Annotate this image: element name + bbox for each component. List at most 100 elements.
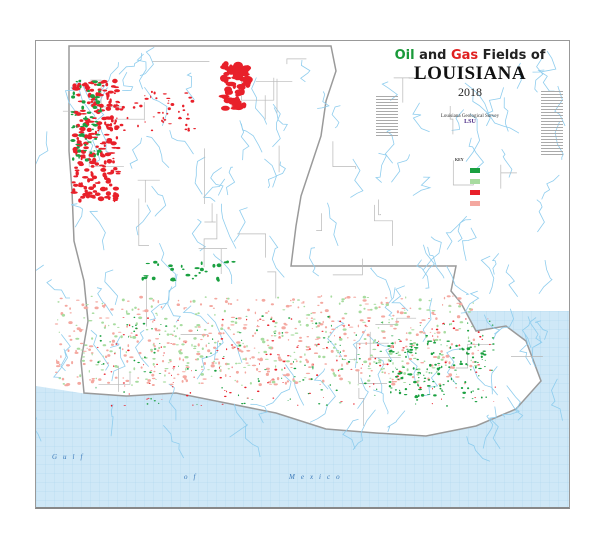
field-polygon: [116, 117, 118, 120]
field-polygon: [144, 356, 146, 359]
field-polygon: [128, 335, 129, 338]
river: [272, 103, 281, 148]
field-polygon: [231, 366, 233, 369]
field-polygon: [84, 168, 90, 172]
field-polygon: [242, 326, 247, 330]
river: [122, 72, 134, 91]
field-polygon: [153, 348, 157, 350]
field-polygon: [428, 372, 431, 374]
field-polygon: [378, 359, 382, 362]
field-polygon: [115, 193, 119, 198]
field-polygon: [241, 339, 243, 341]
field-polygon: [391, 380, 394, 383]
field-polygon: [121, 105, 125, 109]
field-polygon: [456, 315, 461, 319]
field-polygon: [114, 104, 120, 107]
field-polygon: [173, 330, 175, 332]
field-polygon: [102, 172, 107, 178]
field-polygon: [290, 367, 293, 368]
field-polygon: [110, 343, 114, 346]
field-polygon: [434, 338, 439, 342]
field-polygon: [83, 149, 87, 152]
field-polygon: [79, 84, 82, 89]
field-polygon: [294, 332, 299, 334]
river: [136, 53, 147, 90]
parish-boundary: [237, 233, 266, 258]
field-polygon: [322, 355, 326, 359]
field-polygon: [76, 299, 80, 301]
field-polygon: [272, 320, 275, 323]
field-polygon: [467, 329, 470, 332]
river: [501, 396, 520, 418]
field-polygon: [467, 340, 471, 342]
parish-boundary: [408, 77, 432, 79]
field-polygon: [289, 398, 291, 400]
field-polygon: [213, 346, 217, 349]
river: [36, 264, 44, 271]
field-polygon: [388, 385, 392, 388]
river: [468, 137, 485, 169]
field-polygon: [292, 380, 296, 382]
field-polygon: [472, 343, 476, 345]
field-polygon: [93, 154, 96, 158]
field-polygon: [406, 315, 411, 318]
field-polygon: [456, 302, 461, 304]
field-polygon: [91, 128, 94, 131]
field-polygon: [257, 319, 259, 322]
field-polygon: [182, 268, 185, 271]
field-polygon: [480, 352, 485, 355]
map-title-state: LOUISIANA: [413, 63, 527, 84]
field-polygon: [122, 377, 125, 379]
field-polygon: [284, 367, 286, 369]
field-polygon: [367, 368, 372, 370]
field-polygon: [292, 298, 295, 301]
field-polygon: [364, 325, 368, 328]
field-polygon: [399, 340, 402, 342]
field-polygon: [457, 297, 462, 300]
field-polygon: [172, 386, 174, 388]
field-polygon: [428, 340, 433, 342]
field-polygon: [287, 400, 289, 401]
river: [342, 418, 359, 449]
field-polygon: [409, 383, 411, 385]
field-polygon: [85, 193, 91, 199]
field-polygon: [434, 363, 437, 366]
field-polygon: [298, 380, 301, 383]
field-polygon: [298, 320, 301, 324]
field-polygon: [418, 377, 420, 379]
field-polygon: [200, 261, 203, 265]
gulf-label: of: [184, 473, 202, 481]
field-polygon: [122, 334, 125, 336]
field-polygon: [226, 348, 228, 351]
field-polygon: [426, 347, 430, 349]
field-polygon: [137, 124, 139, 128]
field-polygon: [206, 334, 209, 338]
field-polygon: [369, 354, 373, 357]
field-polygon: [377, 327, 380, 329]
field-polygon: [75, 337, 80, 340]
field-polygon: [133, 367, 136, 371]
field-polygon: [455, 376, 460, 378]
field-polygon: [446, 405, 448, 407]
field-polygon: [485, 396, 488, 398]
field-polygon: [221, 387, 223, 389]
field-polygon: [322, 320, 324, 324]
field-polygon: [467, 322, 469, 324]
field-polygon: [109, 183, 113, 187]
field-polygon: [212, 263, 216, 268]
field-polygon: [79, 329, 84, 331]
field-polygon: [127, 344, 130, 348]
field-polygon: [263, 350, 267, 354]
field-polygon: [334, 335, 335, 337]
field-polygon: [294, 381, 299, 384]
field-polygon: [197, 329, 198, 331]
field-polygon: [305, 323, 309, 327]
field-polygon: [81, 356, 86, 358]
field-polygon: [98, 164, 105, 167]
field-polygon: [126, 312, 131, 315]
field-polygon: [113, 92, 116, 95]
louisiana-map[interactable]: [36, 41, 569, 507]
field-polygon: [95, 133, 101, 136]
field-polygon: [152, 344, 155, 346]
river: [550, 378, 563, 421]
